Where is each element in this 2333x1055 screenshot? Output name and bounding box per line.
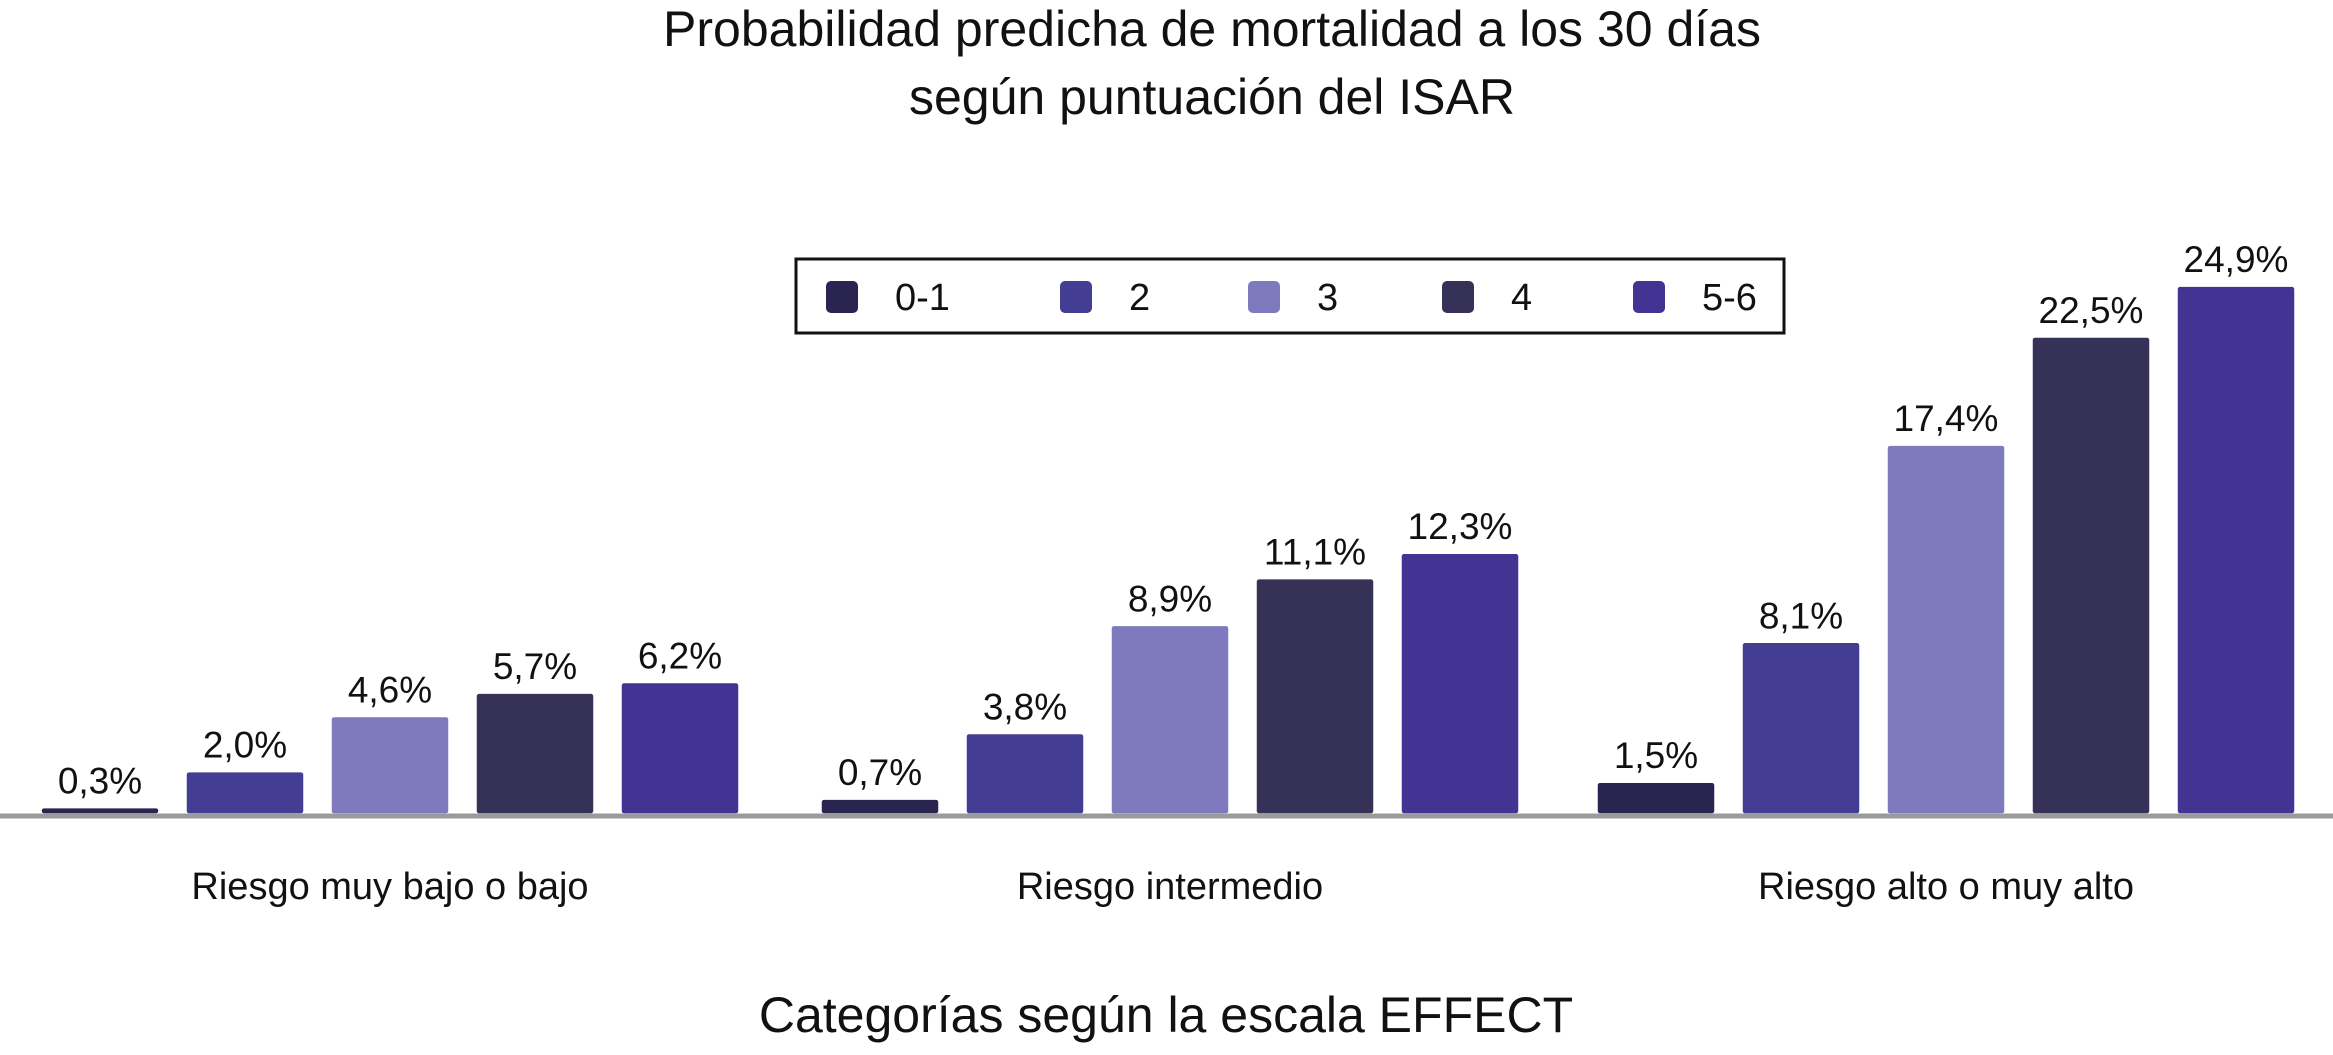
bar-3-series-3: [1886, 444, 2006, 815]
bar-3-series-0-1: [1596, 781, 1716, 815]
bar-1-series-4: [475, 692, 595, 815]
x-axis-title: Categorías según la escala EFFECT: [759, 987, 1573, 1043]
data-label: 8,1%: [1759, 595, 1843, 636]
bar-2-series-4: [1255, 577, 1375, 815]
chart-title: Probabilidad predicha de mortalidad a lo…: [663, 1, 1761, 125]
data-label: 2,0%: [203, 725, 287, 766]
data-label: 5,7%: [493, 646, 577, 687]
data-label: 17,4%: [1894, 398, 1999, 439]
legend-label: 0-1: [895, 277, 950, 319]
x-tick-label: Riesgo intermedio: [1017, 866, 1323, 908]
legend: 0-1 2 3 4 5-6: [794, 257, 1786, 335]
data-labels: 0,3% 2,0% 4,6% 5,7% 6,2% 0,7% 3,8% 8,9% 11,1% 12,…: [58, 239, 2289, 802]
legend-swatch: [1442, 281, 1474, 313]
data-label: 3,8%: [983, 686, 1067, 727]
bar-1-series-0-1: [40, 806, 160, 815]
bar-2-series-2: [965, 732, 1085, 815]
bar-2-series-5-6: [1400, 552, 1520, 815]
legend-label: 5-6: [1702, 277, 1757, 319]
bar-3-series-2: [1741, 641, 1861, 815]
bar-1-series-2: [185, 770, 305, 815]
legend-label: 2: [1129, 277, 1150, 319]
data-label: 11,1%: [1264, 532, 1366, 573]
bar-3-series-5-6: [2176, 285, 2296, 815]
x-tick-label: Riesgo alto o muy alto: [1758, 866, 2134, 908]
data-label: 6,2%: [638, 636, 722, 677]
legend-swatch: [826, 281, 858, 313]
bar-3-series-4: [2031, 336, 2151, 815]
chart-title-line-2: según puntuación del ISAR: [909, 69, 1515, 125]
x-axis-tick-labels: Riesgo muy bajo o bajo Riesgo intermedio R…: [191, 866, 2134, 908]
data-label: 24,9%: [2184, 239, 2289, 280]
data-label: 1,5%: [1614, 735, 1698, 776]
bar-1-series-5-6: [620, 681, 740, 815]
plot-area: [40, 285, 2296, 815]
legend-box: [794, 257, 1786, 335]
data-label: 0,3%: [58, 761, 142, 802]
legend-swatch: [1248, 281, 1280, 313]
x-tick-label: Riesgo muy bajo o bajo: [191, 866, 588, 908]
legend-swatch: [1633, 281, 1665, 313]
chart-title-line-1: Probabilidad predicha de mortalidad a lo…: [663, 1, 1761, 57]
data-label: 12,3%: [1408, 506, 1513, 547]
legend-swatch: [1060, 281, 1092, 313]
legend-label: 4: [1511, 277, 1532, 319]
data-label: 0,7%: [838, 752, 922, 793]
data-label: 22,5%: [2039, 290, 2144, 331]
legend-label: 3: [1317, 277, 1338, 319]
data-label: 8,9%: [1128, 578, 1212, 619]
bar-2-series-0-1: [820, 798, 940, 815]
data-label: 4,6%: [348, 669, 432, 710]
bar-1-series-3: [330, 715, 450, 815]
bar-2-series-3: [1110, 624, 1230, 815]
